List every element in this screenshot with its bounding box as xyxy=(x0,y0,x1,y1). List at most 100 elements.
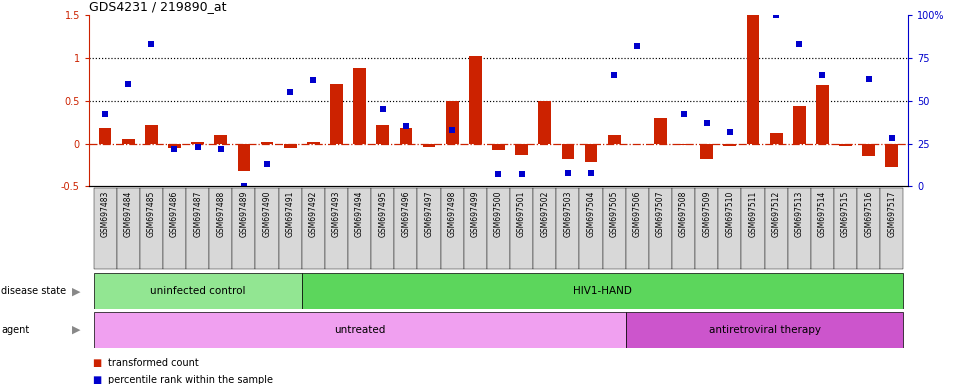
Point xyxy=(560,169,576,175)
Bar xyxy=(469,56,482,144)
Text: disease state: disease state xyxy=(1,286,66,296)
Text: transformed count: transformed count xyxy=(108,358,199,368)
Bar xyxy=(672,188,696,269)
Point xyxy=(190,144,206,150)
Bar xyxy=(839,144,852,146)
Bar xyxy=(584,144,597,162)
Bar xyxy=(214,135,227,144)
Bar xyxy=(487,188,510,269)
Point xyxy=(282,89,298,95)
Bar xyxy=(561,144,574,159)
Bar xyxy=(510,188,533,269)
Bar xyxy=(787,188,810,269)
Text: GSM697494: GSM697494 xyxy=(355,190,364,237)
Point xyxy=(444,127,460,133)
Bar xyxy=(423,144,436,147)
Bar xyxy=(863,144,875,156)
Text: agent: agent xyxy=(1,324,29,335)
Text: GSM697511: GSM697511 xyxy=(749,190,757,237)
Point xyxy=(583,169,599,175)
Text: GSM697507: GSM697507 xyxy=(656,190,665,237)
Text: GSM697516: GSM697516 xyxy=(865,190,873,237)
Bar xyxy=(117,188,140,269)
Text: ▶: ▶ xyxy=(72,324,81,335)
Bar xyxy=(94,273,301,309)
Text: GSM697512: GSM697512 xyxy=(772,190,781,237)
Text: GSM697510: GSM697510 xyxy=(725,190,734,237)
Bar xyxy=(747,15,759,144)
Bar xyxy=(261,142,273,144)
Text: antiretroviral therapy: antiretroviral therapy xyxy=(709,324,820,335)
Bar xyxy=(742,188,764,269)
Point xyxy=(398,123,413,129)
Text: GSM697509: GSM697509 xyxy=(702,190,711,237)
Text: GSM697490: GSM697490 xyxy=(263,190,271,237)
Bar xyxy=(464,188,487,269)
Point xyxy=(861,76,876,82)
Bar xyxy=(696,188,719,269)
Text: GSM697495: GSM697495 xyxy=(379,190,387,237)
Bar xyxy=(278,188,301,269)
Bar xyxy=(764,188,787,269)
Bar xyxy=(325,188,348,269)
Point xyxy=(305,77,321,83)
Bar xyxy=(301,273,903,309)
Point xyxy=(884,135,899,141)
Bar xyxy=(608,135,620,144)
Text: GSM697496: GSM697496 xyxy=(402,190,411,237)
Text: GSM697492: GSM697492 xyxy=(309,190,318,237)
Bar xyxy=(99,128,111,144)
Bar xyxy=(330,84,343,144)
Bar xyxy=(719,188,742,269)
Bar xyxy=(538,101,551,144)
Bar xyxy=(515,144,528,156)
Text: GSM697515: GSM697515 xyxy=(841,190,850,237)
Bar xyxy=(810,188,834,269)
Bar xyxy=(880,188,903,269)
Point xyxy=(768,12,783,18)
Bar xyxy=(394,188,417,269)
Text: percentile rank within the sample: percentile rank within the sample xyxy=(108,375,273,384)
Bar xyxy=(301,188,325,269)
Point xyxy=(723,129,738,135)
Point xyxy=(491,171,506,177)
Bar xyxy=(556,188,580,269)
Text: GSM697499: GSM697499 xyxy=(470,190,480,237)
Point xyxy=(144,41,159,48)
Point xyxy=(814,72,830,78)
Text: GSM697485: GSM697485 xyxy=(147,190,156,237)
Text: GSM697493: GSM697493 xyxy=(332,190,341,237)
Text: GSM697497: GSM697497 xyxy=(424,190,434,237)
Point xyxy=(167,146,183,152)
Point xyxy=(98,111,113,118)
Bar xyxy=(533,188,556,269)
Bar xyxy=(677,144,690,145)
Text: GSM697503: GSM697503 xyxy=(563,190,573,237)
Bar xyxy=(371,188,394,269)
Bar xyxy=(440,188,464,269)
Bar xyxy=(626,312,903,348)
Bar xyxy=(238,144,250,171)
Bar xyxy=(255,188,278,269)
Point xyxy=(676,111,692,118)
Bar xyxy=(793,106,806,144)
Bar xyxy=(649,188,672,269)
Text: GSM697514: GSM697514 xyxy=(818,190,827,237)
Text: GSM697517: GSM697517 xyxy=(888,190,896,237)
Point xyxy=(630,43,645,49)
Bar xyxy=(284,144,297,148)
Bar xyxy=(354,68,366,144)
Point xyxy=(699,120,715,126)
Text: GSM697498: GSM697498 xyxy=(447,190,457,237)
Text: GSM697513: GSM697513 xyxy=(795,190,804,237)
Bar xyxy=(816,85,829,144)
Bar xyxy=(348,188,371,269)
Bar xyxy=(492,144,505,151)
Point xyxy=(121,81,136,87)
Point xyxy=(607,72,622,78)
Bar xyxy=(770,133,782,144)
Text: GDS4231 / 219890_at: GDS4231 / 219890_at xyxy=(89,0,226,13)
Bar xyxy=(580,188,603,269)
Point xyxy=(514,171,529,177)
Bar xyxy=(603,188,626,269)
